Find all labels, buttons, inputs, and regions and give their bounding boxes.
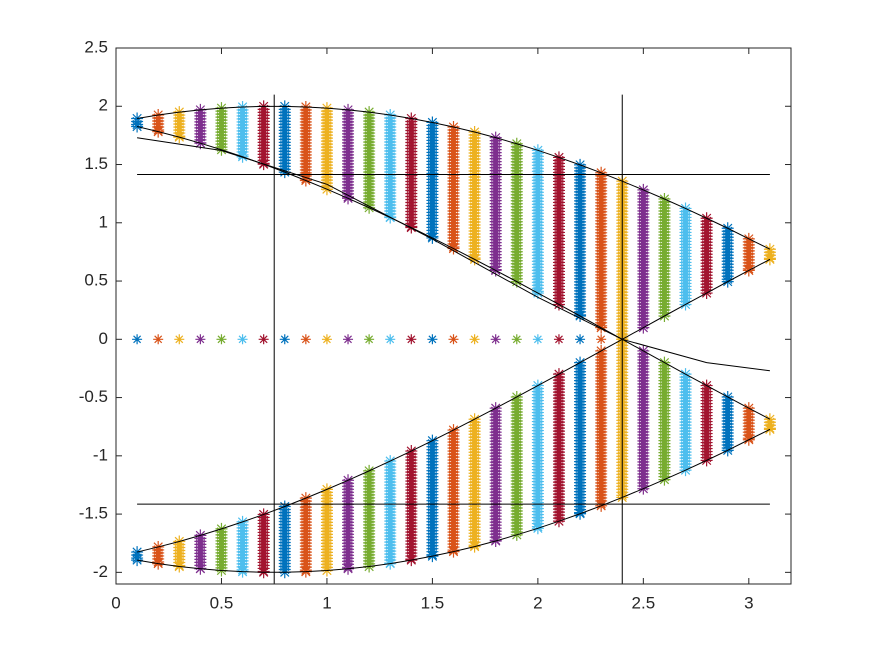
envelope-curve (137, 428, 771, 573)
x-tick-label: 2 (533, 593, 542, 612)
band-column (595, 166, 608, 334)
zero-marker (195, 334, 206, 345)
zero-marker (279, 334, 290, 345)
curve (137, 137, 770, 372)
zero-marker (132, 334, 143, 345)
band-column (447, 121, 460, 255)
y-tick-label: -1 (93, 445, 108, 464)
axes-box (115, 47, 792, 585)
y-tick-label: 2 (99, 96, 108, 115)
band-column (299, 492, 312, 578)
band-column (278, 500, 291, 579)
band-column (531, 379, 544, 535)
band-column (405, 112, 418, 234)
band-column (215, 102, 228, 156)
zero-marker (385, 334, 396, 345)
zero-marker (174, 334, 185, 345)
zero-marker (153, 334, 164, 345)
zero-marker (406, 334, 417, 345)
zero-marker (364, 334, 375, 345)
y-tick-label: 1.5 (84, 154, 108, 173)
zero-marker (343, 334, 354, 345)
band-column (447, 424, 460, 558)
y-tick-label: 2.5 (84, 37, 108, 56)
x-tick-label: 0.5 (210, 593, 234, 612)
zero-marker (258, 334, 269, 345)
y-tick-label: -2 (93, 562, 108, 581)
band-column (721, 390, 734, 457)
zero-marker (490, 334, 501, 345)
zero-marker (553, 334, 564, 345)
y-tick-label: -0.5 (79, 387, 108, 406)
zero-marker (237, 334, 248, 345)
zero-marker (300, 334, 311, 345)
envelope-curve (137, 105, 771, 250)
zero-marker (427, 334, 438, 345)
zero-marker (321, 334, 332, 345)
zero-marker (216, 334, 227, 345)
band-column (595, 344, 608, 512)
envelope-curve (136, 126, 771, 340)
zero-marker (448, 334, 459, 345)
y-tick-label: -1.5 (79, 504, 108, 523)
band-column (405, 445, 418, 567)
band-column (278, 100, 291, 179)
band-column (721, 222, 734, 288)
x-tick-label: 0 (111, 593, 120, 612)
y-tick-label: 0 (99, 329, 108, 348)
zero-marker (532, 334, 543, 345)
band-column (426, 434, 439, 563)
band-column (574, 158, 587, 322)
y-tick-label: 1 (99, 212, 108, 231)
zero-marker (469, 334, 480, 345)
band-column (574, 356, 587, 520)
x-tick-label: 3 (744, 593, 753, 612)
band-column (215, 522, 228, 577)
zero-marker (511, 334, 522, 345)
envelope-curve (136, 338, 771, 553)
band-column (489, 131, 502, 277)
band-column (426, 116, 439, 244)
x-tick-label: 1 (322, 593, 331, 612)
zero-marker (575, 334, 586, 345)
band-column (489, 402, 502, 548)
band-column (299, 100, 312, 187)
zero-marker (596, 334, 607, 345)
y-tick-label: 0.5 (84, 271, 108, 290)
band-column (679, 368, 692, 477)
x-tick-label: 2.5 (632, 593, 656, 612)
x-tick-label: 1.5 (421, 593, 445, 612)
band-column (531, 144, 544, 300)
band-column (679, 202, 692, 311)
